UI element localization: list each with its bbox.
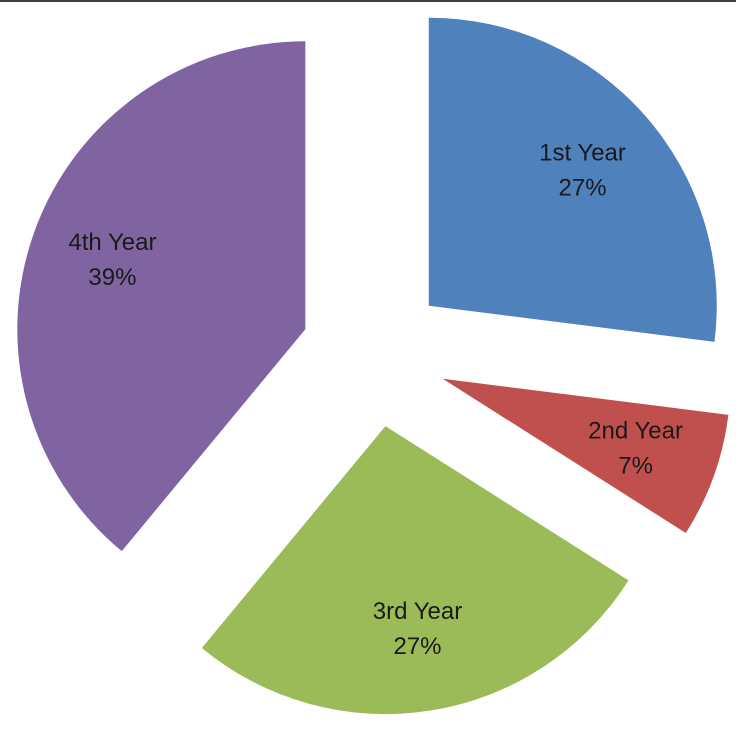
slice-category-label: 2nd Year <box>588 418 683 445</box>
slice-value-label: 27% <box>393 633 441 660</box>
slice-category-label: 1st Year <box>539 139 626 166</box>
slice-category-label: 3rd Year <box>373 598 462 625</box>
slice-category-label: 4th Year <box>68 229 156 256</box>
pie-slice <box>201 426 629 715</box>
slice-value-label: 39% <box>88 264 136 291</box>
slice-value-label: 7% <box>618 453 653 480</box>
slice-value-label: 27% <box>559 174 607 201</box>
pie-slice <box>17 41 306 552</box>
pie-slice <box>442 378 729 534</box>
pie-slice <box>428 17 717 342</box>
